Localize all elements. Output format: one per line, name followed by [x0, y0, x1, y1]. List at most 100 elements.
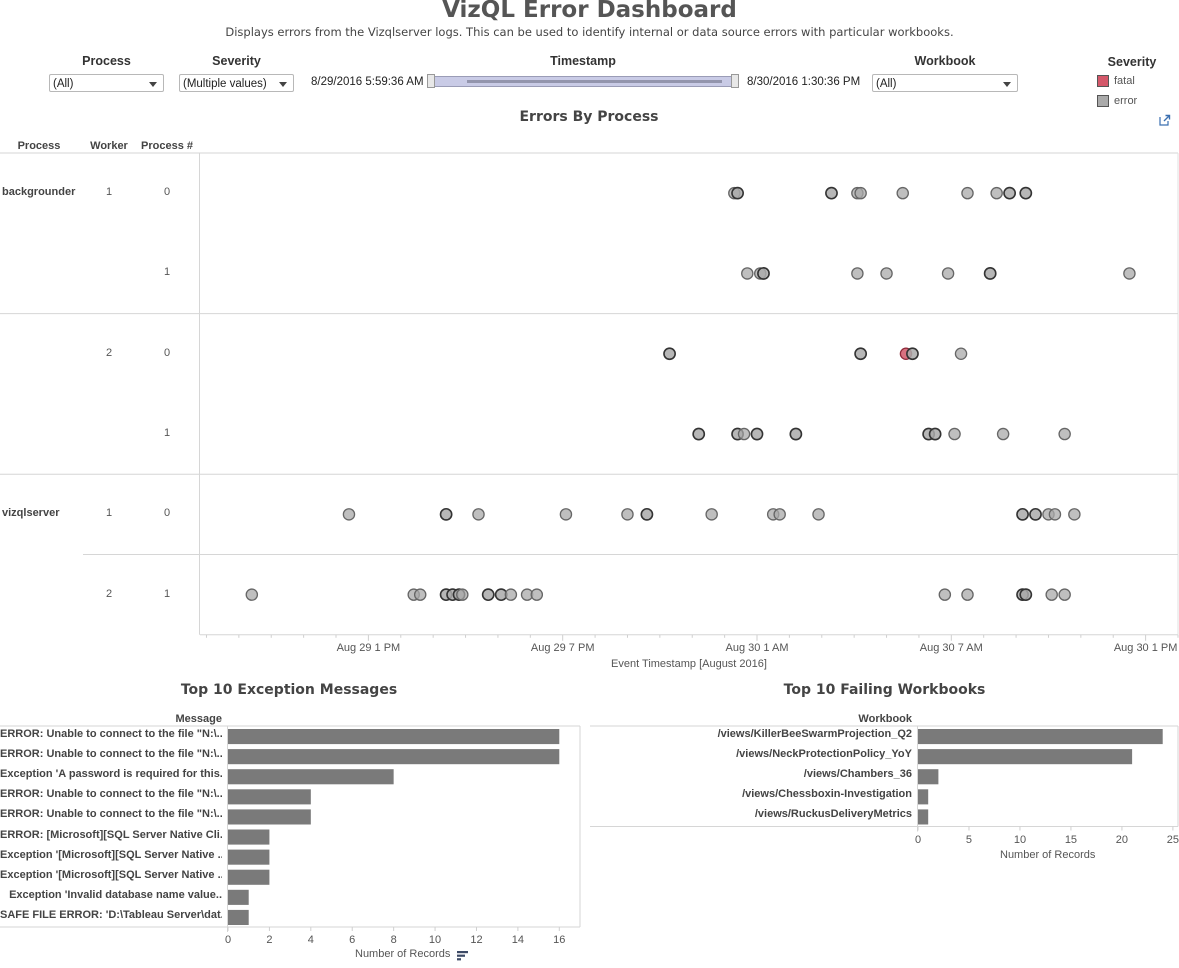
data-point-error[interactable]: [1048, 508, 1062, 521]
timestamp-slider-start-handle[interactable]: [427, 74, 435, 88]
data-point-error[interactable]: [342, 508, 356, 521]
category-label[interactable]: ERROR: Unable to connect to the file "N:…: [0, 748, 222, 761]
data-point-error[interactable]: [731, 186, 744, 200]
data-point-error[interactable]: [1045, 588, 1058, 601]
data-point-error[interactable]: [472, 508, 485, 521]
data-point-error[interactable]: [990, 186, 1003, 200]
category-label[interactable]: Exception 'Invalid database name value..: [9, 888, 222, 901]
bar[interactable]: [918, 729, 1163, 745]
exception-messages-title: Top 10 Exception Messages: [180, 682, 398, 698]
row-label-process-num: 1: [163, 266, 171, 279]
workbook-filter-label: Workbook: [914, 54, 976, 68]
data-point-error[interactable]: [504, 588, 518, 601]
data-point-error[interactable]: [621, 508, 634, 521]
category-label[interactable]: /views/KillerBeeSwarmProjection_Q2: [717, 728, 912, 740]
bar[interactable]: [918, 809, 929, 825]
data-point-error[interactable]: [851, 267, 864, 280]
category-label[interactable]: /views/NeckProtectionPolicy_YoY: [736, 748, 912, 761]
bar[interactable]: [228, 789, 311, 805]
data-point-error[interactable]: [1029, 507, 1042, 521]
category-label[interactable]: /views/Chambers_36: [803, 768, 912, 781]
legend-label-error[interactable]: error: [1114, 95, 1138, 107]
data-point-error[interactable]: [456, 588, 469, 601]
data-point-error[interactable]: [880, 267, 893, 280]
legend-swatch-fatal[interactable]: [1097, 75, 1109, 87]
data-point-error[interactable]: [1068, 508, 1081, 521]
data-point-error[interactable]: [1058, 588, 1071, 601]
data-point-error[interactable]: [825, 186, 838, 200]
external-link-icon[interactable]: [1159, 113, 1171, 126]
legend-swatch-error[interactable]: [1097, 95, 1109, 107]
data-point-error[interactable]: [906, 347, 919, 361]
data-point-error[interactable]: [692, 427, 706, 441]
data-point-error[interactable]: [996, 427, 1010, 441]
bar[interactable]: [918, 749, 1133, 765]
data-point-error[interactable]: [812, 508, 825, 521]
data-point-error[interactable]: [413, 588, 427, 601]
category-label[interactable]: /views/Chessboxin-Investigation: [742, 788, 912, 801]
bar[interactable]: [228, 909, 249, 925]
data-point-error[interactable]: [559, 508, 573, 521]
data-point-error[interactable]: [954, 347, 968, 360]
data-point-error[interactable]: [854, 347, 868, 361]
x-tick-label: 15: [1064, 833, 1078, 846]
bar[interactable]: [228, 809, 311, 825]
category-label[interactable]: ERROR: [Microsoft][SQL Server Native Cli…: [0, 828, 222, 841]
data-point-error[interactable]: [961, 186, 974, 200]
data-point-error[interactable]: [1019, 186, 1033, 200]
data-point-error[interactable]: [1003, 186, 1017, 200]
bar[interactable]: [228, 889, 249, 905]
data-point-error[interactable]: [983, 267, 997, 280]
data-point-error[interactable]: [640, 507, 654, 521]
data-point-error[interactable]: [928, 427, 942, 441]
bar[interactable]: [918, 789, 929, 805]
data-point-error[interactable]: [789, 427, 803, 441]
x-tick-label: 8: [390, 934, 397, 946]
category-label[interactable]: SAFE FILE ERROR: 'D:\Tableau Server\dat.…: [0, 908, 222, 921]
data-point-error[interactable]: [961, 588, 974, 601]
data-point-error[interactable]: [938, 588, 952, 601]
category-label[interactable]: ERROR: Unable to connect to the file "N:…: [0, 728, 222, 740]
data-point-error[interactable]: [750, 427, 764, 441]
data-point-error[interactable]: [1016, 507, 1029, 521]
bar[interactable]: [228, 849, 270, 865]
bar[interactable]: [228, 769, 394, 785]
data-point-error[interactable]: [773, 508, 786, 521]
category-label[interactable]: /views/RuckusDeliveryMetrics: [754, 808, 912, 821]
data-point-error[interactable]: [741, 267, 754, 280]
category-label[interactable]: ERROR: Unable to connect to the file "N:…: [0, 788, 222, 801]
data-point-error[interactable]: [948, 427, 961, 441]
sort-descending-icon[interactable]: [457, 950, 469, 962]
data-point-error[interactable]: [481, 588, 495, 602]
category-label[interactable]: Exception '[Microsoft][SQL Server Native…: [0, 848, 222, 861]
category-label[interactable]: ERROR: Unable to connect to the file "N:…: [0, 808, 222, 821]
data-point-error[interactable]: [1058, 427, 1071, 441]
data-point-error[interactable]: [757, 267, 770, 280]
row-label-worker: 2: [105, 587, 113, 600]
data-point-error[interactable]: [941, 267, 955, 280]
legend-label-fatal[interactable]: fatal: [1114, 75, 1135, 87]
data-point-error[interactable]: [1019, 588, 1033, 602]
category-label[interactable]: Exception 'A password is required for th…: [0, 768, 222, 781]
chevron-down-icon: [1003, 82, 1011, 87]
category-label[interactable]: Exception '[Microsoft][SQL Server Native…: [0, 868, 222, 881]
severity-filter-dropdown[interactable]: (Multiple values): [179, 74, 294, 92]
bar[interactable]: [228, 829, 270, 845]
workbook-filter-dropdown[interactable]: (All): [872, 74, 1018, 92]
data-point-error[interactable]: [737, 427, 751, 441]
bar[interactable]: [228, 869, 270, 885]
data-point-error[interactable]: [896, 186, 909, 200]
data-point-error[interactable]: [663, 347, 676, 361]
data-point-error[interactable]: [439, 507, 453, 521]
data-point-error[interactable]: [705, 508, 718, 521]
row-label-process: vizqlserver: [2, 507, 60, 520]
timestamp-slider-end-handle[interactable]: [731, 74, 739, 88]
data-point-error[interactable]: [245, 588, 259, 601]
bar[interactable]: [228, 749, 560, 765]
data-point-error[interactable]: [854, 186, 867, 200]
process-filter-dropdown[interactable]: (All): [49, 74, 164, 92]
data-point-error[interactable]: [1123, 267, 1136, 280]
bar[interactable]: [918, 769, 939, 785]
bar[interactable]: [228, 729, 560, 745]
data-point-error[interactable]: [530, 588, 544, 601]
